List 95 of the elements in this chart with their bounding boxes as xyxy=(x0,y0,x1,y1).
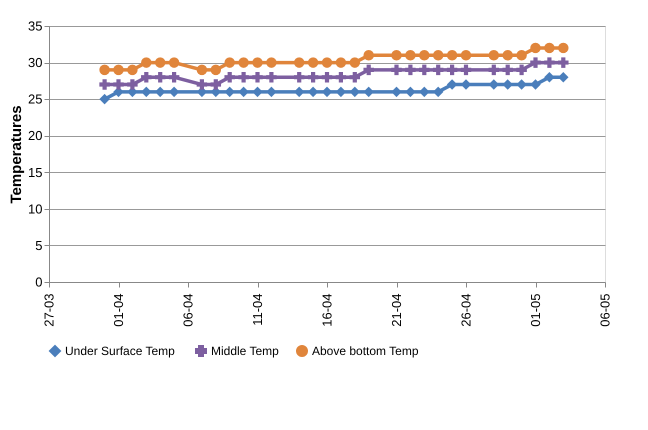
y-tick-label: 10 xyxy=(28,201,42,216)
point xyxy=(224,72,235,82)
point xyxy=(322,57,332,68)
point xyxy=(196,79,208,90)
point xyxy=(322,86,332,98)
point xyxy=(336,86,346,98)
x-tick-label: 16-04 xyxy=(320,294,334,327)
point xyxy=(516,50,527,60)
point xyxy=(391,86,402,98)
point xyxy=(530,79,541,90)
point xyxy=(488,64,500,76)
point xyxy=(419,50,430,60)
point xyxy=(432,50,444,60)
point xyxy=(446,79,458,90)
point xyxy=(308,86,318,98)
y-tick-label: 20 xyxy=(28,128,42,144)
x-tick-label: 26-04 xyxy=(458,294,474,327)
y-tick-label: 35 xyxy=(28,18,42,34)
point xyxy=(252,72,263,82)
point xyxy=(127,79,138,90)
point xyxy=(432,64,444,76)
y-tick-label: 0 xyxy=(35,274,42,290)
point xyxy=(516,64,527,76)
legend-label: Middle Temp xyxy=(211,344,280,358)
point xyxy=(266,86,277,98)
point xyxy=(530,42,541,54)
y-tick-label: 5 xyxy=(35,238,42,253)
point xyxy=(405,64,416,76)
point xyxy=(294,57,304,68)
point xyxy=(99,79,110,90)
point xyxy=(238,57,249,68)
x-tick-label: 11-04 xyxy=(250,294,265,326)
point xyxy=(141,57,152,68)
point xyxy=(544,57,555,68)
point xyxy=(224,57,235,68)
x-tick-label: 06-04 xyxy=(180,294,196,327)
point xyxy=(99,94,110,104)
point xyxy=(558,42,569,54)
point xyxy=(391,50,402,60)
point xyxy=(502,64,513,76)
point xyxy=(99,64,110,76)
legend-label: Above bottom Temp xyxy=(312,344,419,358)
point xyxy=(141,72,152,82)
point xyxy=(336,72,346,82)
point xyxy=(530,57,541,68)
point xyxy=(460,50,472,60)
point xyxy=(419,64,430,76)
point xyxy=(168,57,180,68)
point xyxy=(113,79,124,90)
point xyxy=(446,50,458,60)
point xyxy=(460,64,472,76)
y-tick-label: 15 xyxy=(28,164,42,180)
point xyxy=(168,72,180,82)
point xyxy=(460,79,472,90)
point xyxy=(405,86,416,98)
point xyxy=(210,64,222,76)
point xyxy=(252,57,263,68)
y-tick-label: 25 xyxy=(28,92,42,107)
x-tick-label: 06-05 xyxy=(598,294,612,327)
point xyxy=(544,42,555,54)
point xyxy=(252,86,263,98)
point xyxy=(294,72,304,82)
point xyxy=(168,86,180,98)
y-axis-title: Temperatures xyxy=(8,105,26,204)
point xyxy=(405,50,416,60)
point xyxy=(363,64,374,76)
point xyxy=(391,64,402,76)
point xyxy=(238,86,249,98)
point xyxy=(266,57,277,68)
x-tick-label: 27-03 xyxy=(42,294,56,327)
x-tick-label: 21-04 xyxy=(389,294,404,327)
point xyxy=(154,57,166,68)
point xyxy=(154,72,166,82)
point xyxy=(558,72,569,82)
point xyxy=(502,50,513,60)
point xyxy=(238,72,249,82)
point xyxy=(336,57,346,68)
point xyxy=(322,72,332,82)
point xyxy=(308,57,318,68)
point xyxy=(113,64,124,76)
point xyxy=(446,64,458,76)
point xyxy=(350,72,360,82)
x-tick-label: 01-05 xyxy=(528,294,543,327)
point xyxy=(308,72,318,82)
point xyxy=(363,50,374,60)
point xyxy=(488,50,500,60)
point xyxy=(196,64,208,76)
point xyxy=(266,72,277,82)
x-tick-label: 01-04 xyxy=(111,294,126,327)
point xyxy=(127,64,138,76)
point xyxy=(210,79,222,90)
y-tick-label: 30 xyxy=(28,55,42,70)
legend-label: Under Surface Temp xyxy=(65,344,176,358)
point xyxy=(350,57,360,68)
point xyxy=(558,57,569,68)
